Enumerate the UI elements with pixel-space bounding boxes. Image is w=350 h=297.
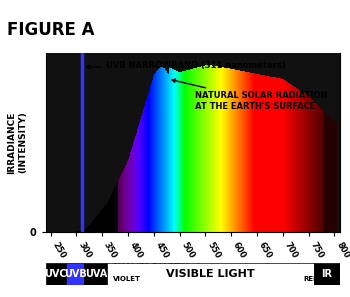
Text: VISIBLE LIGHT: VISIBLE LIGHT: [166, 268, 255, 279]
Text: FIGURE A: FIGURE A: [7, 21, 94, 39]
Text: UVA: UVA: [85, 268, 107, 279]
Text: NATURAL SOLAR RADIATION
AT THE EARTH'S SURFACE: NATURAL SOLAR RADIATION AT THE EARTH'S S…: [172, 79, 328, 111]
Text: RED: RED: [303, 277, 319, 282]
FancyBboxPatch shape: [314, 263, 340, 285]
X-axis label: WAVELENGTH  (nanometers): WAVELENGTH (nanometers): [114, 263, 271, 273]
Text: UVB: UVB: [64, 268, 86, 279]
FancyBboxPatch shape: [46, 263, 66, 285]
FancyBboxPatch shape: [107, 263, 314, 285]
Text: IR: IR: [321, 268, 332, 279]
Text: UVB NARROWBAND (311 nanometers): UVB NARROWBAND (311 nanometers): [86, 61, 286, 70]
Y-axis label: IRRADIANCE
(INTENSITY): IRRADIANCE (INTENSITY): [8, 111, 27, 174]
FancyBboxPatch shape: [84, 263, 107, 285]
Text: UVC: UVC: [44, 268, 67, 279]
Text: VIOLET: VIOLET: [113, 277, 141, 282]
FancyBboxPatch shape: [66, 263, 84, 285]
